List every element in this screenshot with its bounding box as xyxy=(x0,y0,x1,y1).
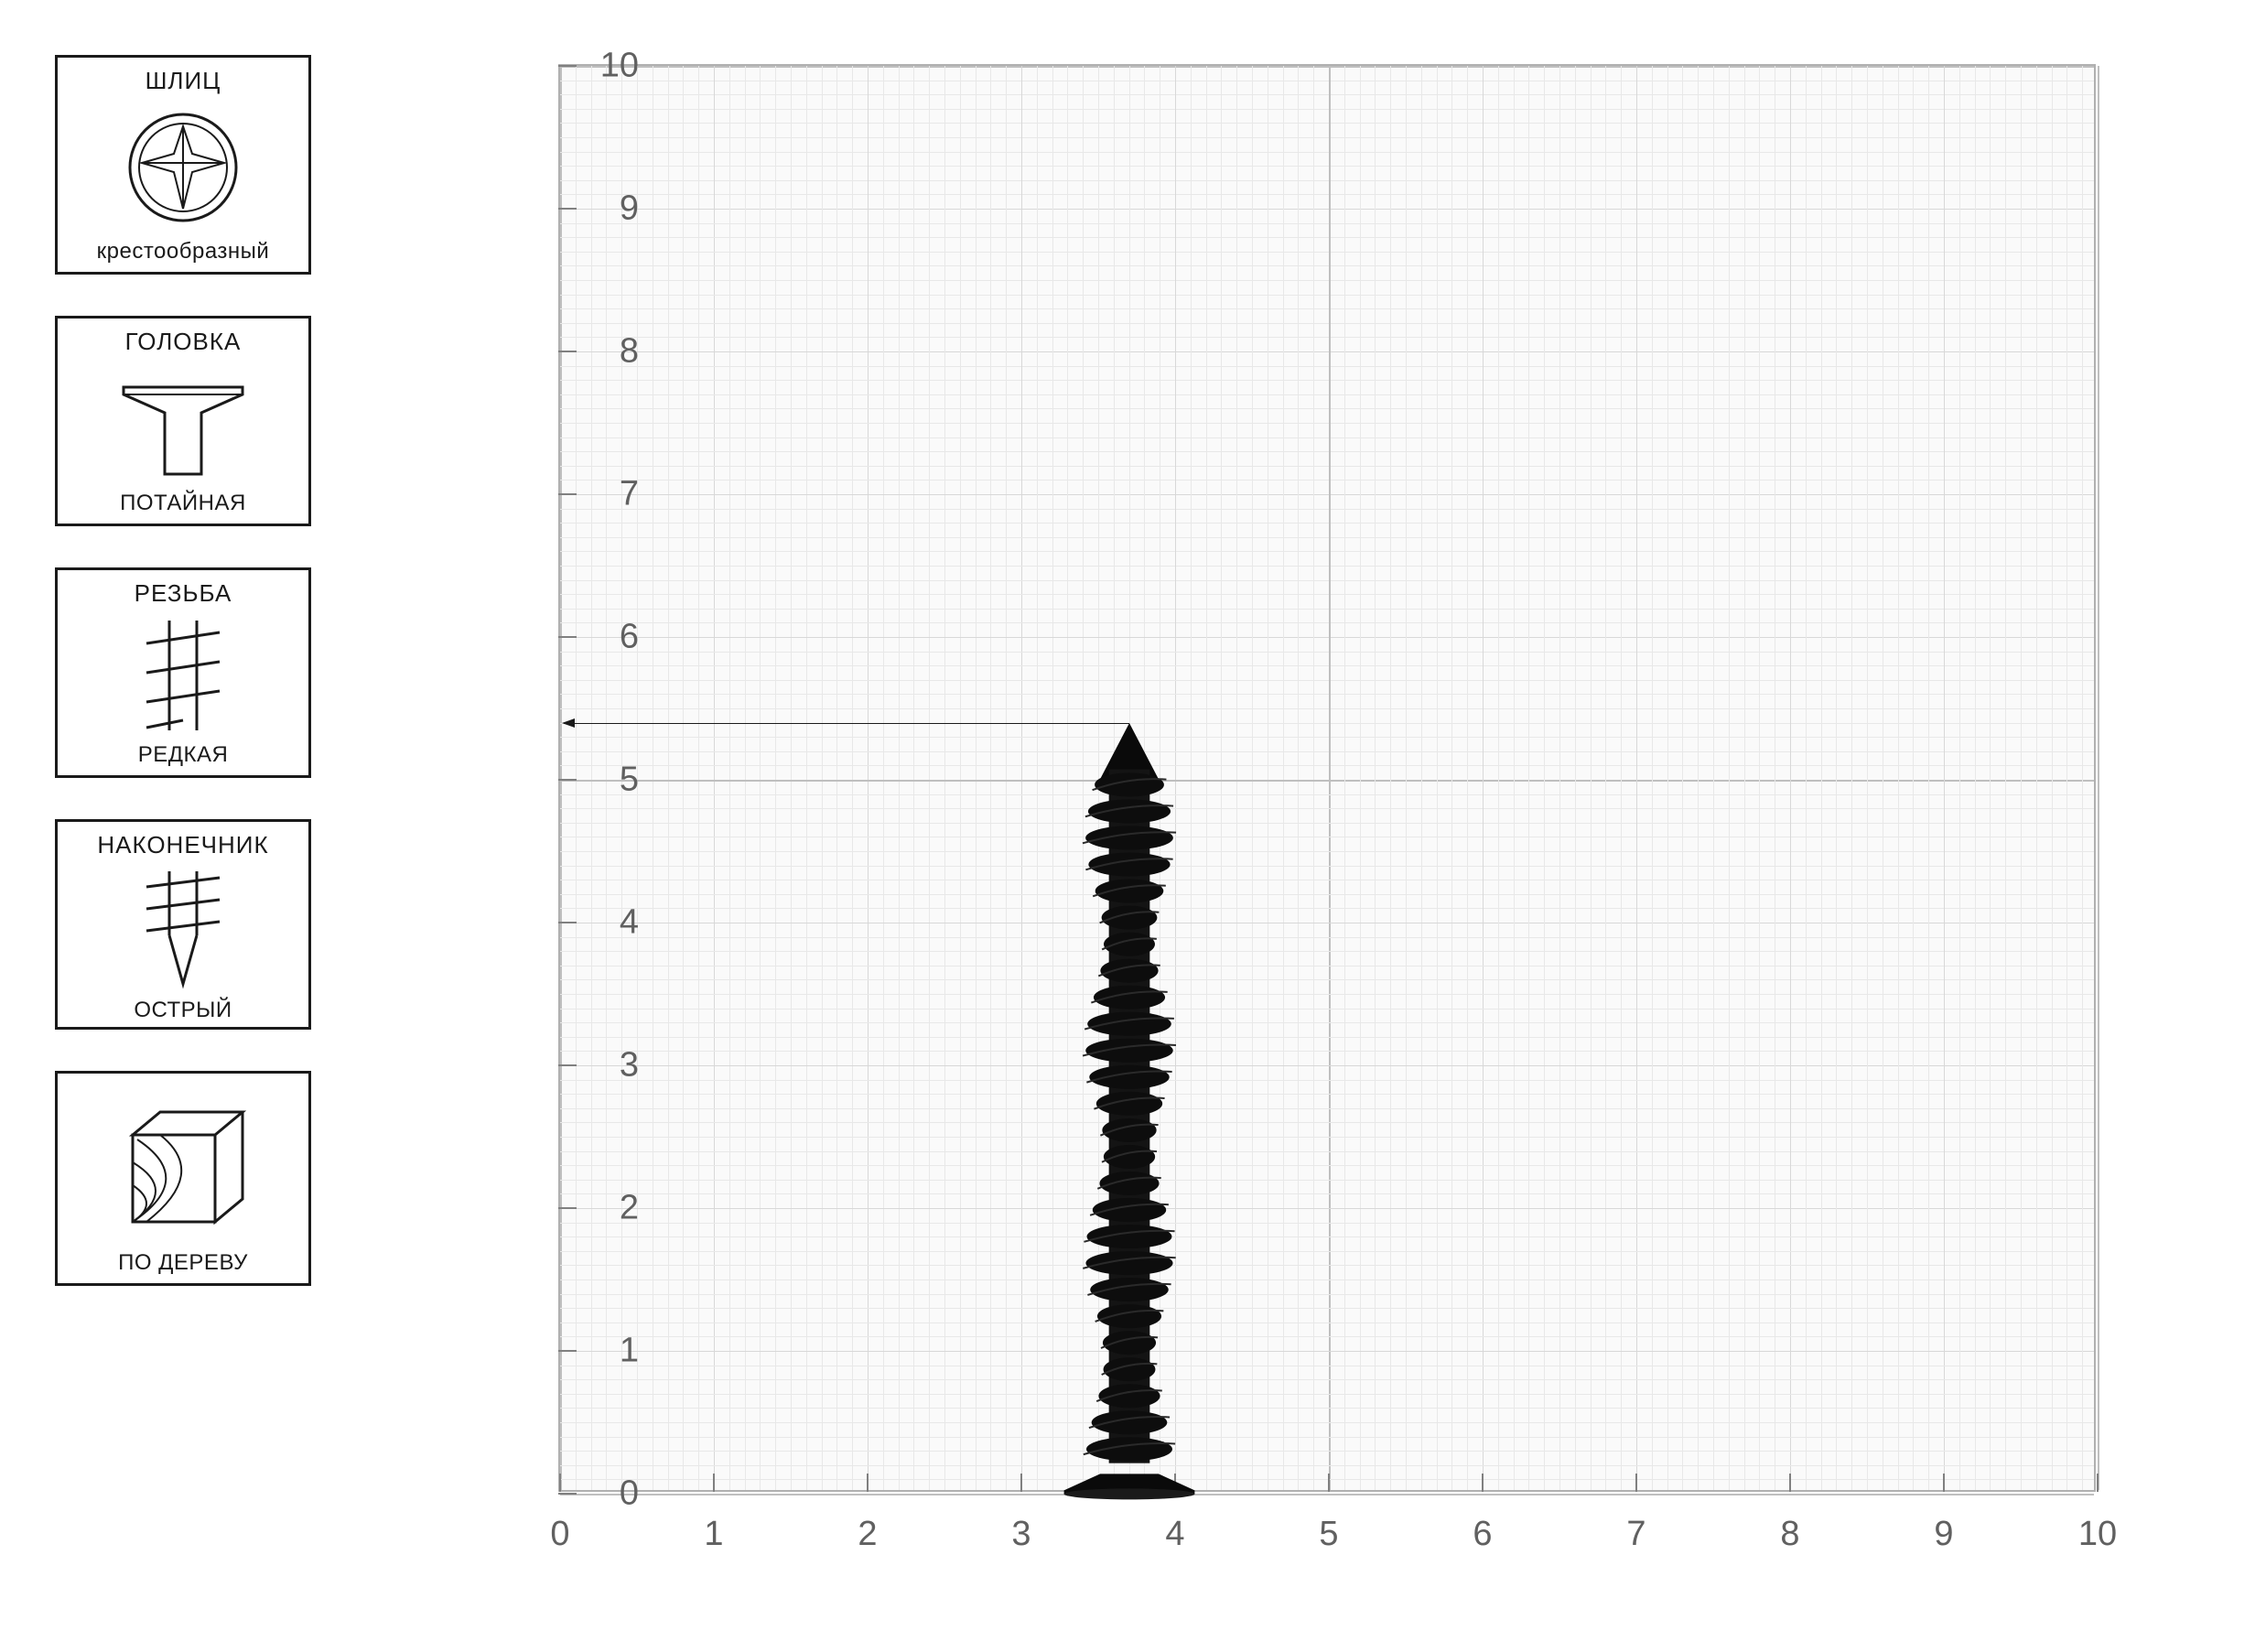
y-tick-label: 9 xyxy=(584,189,639,229)
x-tick-label: 8 xyxy=(1780,1515,1799,1554)
x-tick-label: 10 xyxy=(2078,1515,2117,1554)
y-tick-label: 4 xyxy=(584,903,639,943)
y-tick-label: 5 xyxy=(584,761,639,800)
y-tick-label: 6 xyxy=(584,618,639,657)
spec-title: НАКОНЕЧНИК xyxy=(97,831,268,859)
x-tick-label: 3 xyxy=(1011,1515,1030,1554)
spec-material: ПО ДЕРЕВУ xyxy=(55,1071,311,1286)
y-tick-label: 3 xyxy=(584,1046,639,1085)
spec-thread: РЕЗЬБА РЕДКАЯ xyxy=(55,567,311,778)
y-tick-label: 1 xyxy=(584,1332,639,1371)
y-tick-label: 10 xyxy=(584,47,639,86)
y-tick-label: 7 xyxy=(584,475,639,514)
spec-value: РЕДКАЯ xyxy=(138,742,229,768)
x-tick-label: 9 xyxy=(1934,1515,1953,1554)
x-tick-label: 7 xyxy=(1626,1515,1646,1554)
x-tick-label: 1 xyxy=(704,1515,723,1554)
spec-sidebar: ШЛИЦ крестообразный ГОЛОВКА ПОТАЙНАЯ xyxy=(55,46,366,1606)
spec-title: ШЛИЦ xyxy=(146,67,221,95)
measurement-chart: 0 1 2 3 4 5 6 7 8 9 10 0 1 2 3 4 5 6 7 8 9 10 xyxy=(458,46,2211,1606)
wood-icon xyxy=(65,1083,301,1250)
y-tick-label: 8 xyxy=(584,332,639,372)
page: ШЛИЦ крестообразный ГОЛОВКА ПОТАЙНАЯ xyxy=(0,0,2266,1652)
x-tick-label: 2 xyxy=(858,1515,877,1554)
y-tick-label: 0 xyxy=(584,1474,639,1514)
spec-slot: ШЛИЦ крестообразный xyxy=(55,55,311,275)
x-tick-label: 5 xyxy=(1319,1515,1338,1554)
countersunk-icon xyxy=(65,356,301,491)
y-tick-label: 2 xyxy=(584,1189,639,1228)
grid: 012345678910012345678910 xyxy=(558,64,2096,1492)
spec-tip: НАКОНЕЧНИК ОСТРЫЙ xyxy=(55,819,311,1030)
x-tick-label: 0 xyxy=(550,1515,569,1554)
spec-value: ПОТАЙНАЯ xyxy=(120,491,246,516)
sharp-tip-icon xyxy=(65,859,301,998)
spec-value: ОСТРЫЙ xyxy=(134,998,232,1023)
spec-head: ГОЛОВКА ПОТАЙНАЯ xyxy=(55,316,311,526)
phillips-icon xyxy=(65,95,301,239)
spec-value: крестообразный xyxy=(97,239,270,265)
screw-figure xyxy=(1038,723,1221,1506)
coarse-thread-icon xyxy=(65,608,301,742)
spec-title: ГОЛОВКА xyxy=(125,328,242,356)
spec-value: ПО ДЕРЕВУ xyxy=(118,1250,248,1276)
dimension-arrow-icon xyxy=(562,718,575,728)
x-tick-label: 6 xyxy=(1473,1515,1492,1554)
spec-title: РЕЗЬБА xyxy=(135,579,232,608)
x-tick-label: 4 xyxy=(1165,1515,1184,1554)
